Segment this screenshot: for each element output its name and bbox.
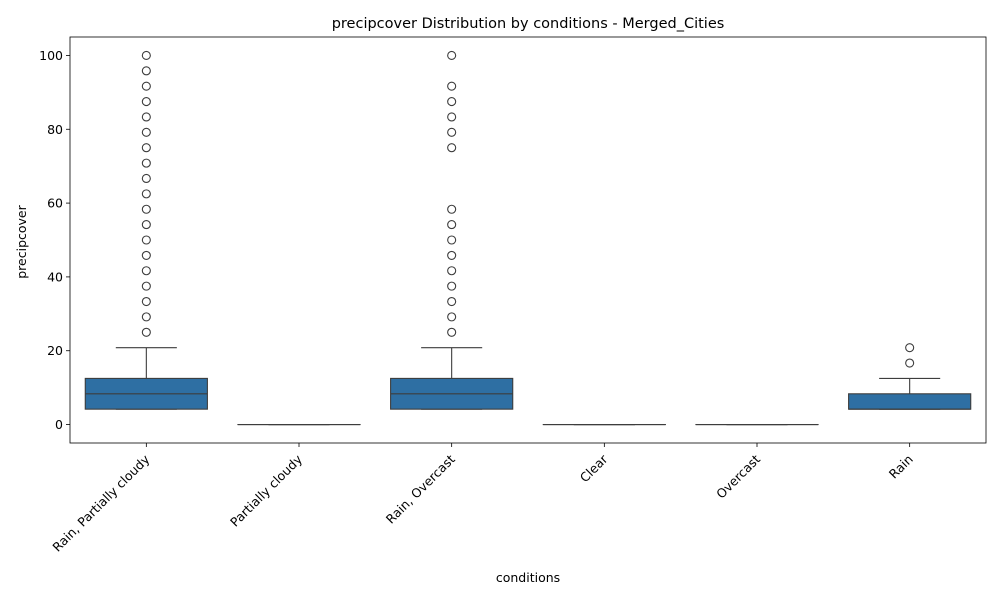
outlier-point bbox=[141, 250, 151, 260]
y-tick-label: 80 bbox=[47, 122, 63, 137]
outlier-point bbox=[447, 50, 457, 61]
outlier-point bbox=[141, 112, 151, 122]
outlier-point bbox=[141, 312, 151, 322]
outlier-point bbox=[141, 204, 151, 214]
outlier-point bbox=[141, 266, 151, 276]
outlier-point bbox=[141, 189, 151, 199]
y-axis-label: precipcover bbox=[14, 204, 29, 278]
y-tick-label: 20 bbox=[47, 343, 63, 358]
outlier-point bbox=[905, 343, 915, 353]
x-axis-label: conditions bbox=[496, 570, 560, 585]
outlier-point bbox=[447, 204, 457, 214]
plot-area: 0 20 40 60 80 100 Rain, Partially cloudy Partia… bbox=[39, 36, 987, 555]
y-tick-label: 0 bbox=[55, 417, 63, 432]
outlier-point bbox=[141, 97, 151, 107]
outlier-point bbox=[447, 81, 457, 91]
y-tick-label: 40 bbox=[47, 269, 63, 284]
outlier-point bbox=[447, 127, 457, 137]
outlier-point bbox=[141, 50, 151, 61]
outlier-point bbox=[447, 281, 457, 291]
outlier-point bbox=[141, 327, 151, 337]
x-tick-label: Rain bbox=[886, 452, 916, 482]
outlier-point bbox=[141, 127, 151, 137]
outlier-point bbox=[447, 250, 457, 260]
outlier-point bbox=[447, 327, 457, 337]
outlier-point bbox=[141, 220, 151, 230]
outlier-point bbox=[447, 112, 457, 122]
x-tick-label: Clear bbox=[577, 451, 611, 485]
outlier-point bbox=[447, 235, 457, 245]
outlier-point bbox=[447, 296, 457, 307]
outlier-point bbox=[141, 173, 151, 184]
x-tick-label: Partially cloudy bbox=[227, 451, 305, 529]
outlier-point bbox=[447, 312, 457, 322]
y-tick-label: 60 bbox=[47, 196, 63, 211]
outlier-point bbox=[141, 158, 151, 168]
outlier-point bbox=[141, 235, 151, 245]
x-tick-label: Rain, Overcast bbox=[383, 451, 458, 526]
box-iqr bbox=[848, 393, 972, 410]
outlier-point bbox=[141, 81, 151, 91]
chart-title: precipcover Distribution by conditions -… bbox=[332, 16, 725, 32]
outlier-point bbox=[141, 296, 151, 307]
x-tick-label: Overcast bbox=[713, 451, 763, 501]
outlier-point bbox=[905, 358, 915, 368]
plot-frame bbox=[69, 36, 987, 444]
outlier-point bbox=[447, 220, 457, 230]
outlier-point bbox=[447, 143, 457, 153]
outlier-point bbox=[447, 266, 457, 276]
outlier-point bbox=[447, 97, 457, 107]
y-tick-label: 100 bbox=[39, 48, 63, 63]
outlier-point bbox=[141, 143, 151, 153]
outlier-point bbox=[141, 66, 151, 76]
x-tick-label: Rain, Partially cloudy bbox=[49, 451, 153, 555]
outlier-point bbox=[141, 281, 151, 291]
